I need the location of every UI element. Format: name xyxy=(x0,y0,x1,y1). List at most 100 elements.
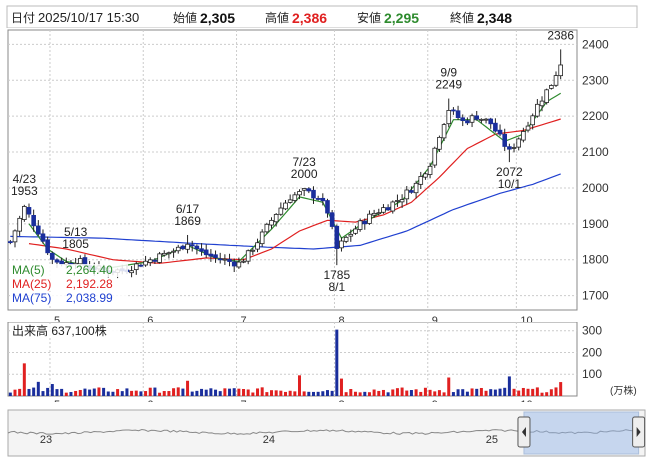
volume-bar xyxy=(288,390,292,396)
volume-bar xyxy=(148,387,152,396)
ma75-line xyxy=(10,173,561,250)
candle-body xyxy=(245,250,251,262)
volume-bar xyxy=(88,389,92,396)
candle-body xyxy=(530,115,535,126)
candle-body xyxy=(385,207,391,211)
plot-area xyxy=(7,29,578,311)
annotation-label: 9/9 xyxy=(440,66,457,80)
volume-bar xyxy=(228,388,232,396)
candle-body xyxy=(446,110,452,125)
candle-body xyxy=(8,241,13,244)
date-label: 日付 xyxy=(11,11,35,25)
candle-body xyxy=(479,118,484,121)
volume-bar xyxy=(442,392,446,396)
volume-bar xyxy=(55,389,59,396)
volume-bar xyxy=(470,388,474,396)
volume-bar xyxy=(456,389,460,396)
ma25-line xyxy=(28,118,561,264)
volume-bar xyxy=(358,392,362,396)
candle-body xyxy=(255,242,260,250)
candle-body xyxy=(465,120,470,124)
volume-bar xyxy=(260,387,264,396)
legend-bg xyxy=(10,264,128,277)
volume-bar xyxy=(507,376,511,396)
candle-body xyxy=(222,258,228,261)
legend-value: 2,192.28 xyxy=(66,277,113,291)
legend-bg xyxy=(10,278,128,291)
y-tick-label: 1700 xyxy=(582,289,609,303)
volume-bar xyxy=(83,388,87,396)
volume-bar xyxy=(493,389,497,396)
volume-bar xyxy=(512,388,516,396)
annotation-label: 2386 xyxy=(547,28,574,42)
volume-bar xyxy=(251,392,255,396)
close-label: 終値 xyxy=(450,10,474,25)
candle-body xyxy=(259,231,265,245)
candle-body xyxy=(474,115,480,120)
x-tick-label: 9 xyxy=(432,315,438,327)
volume-bar xyxy=(125,388,129,396)
volume-bar xyxy=(172,388,176,396)
candle-body xyxy=(423,173,428,178)
candle-body xyxy=(31,215,36,227)
volume-bar xyxy=(293,391,297,396)
candle-body xyxy=(231,261,237,267)
candle-body xyxy=(521,131,526,141)
volume-bar xyxy=(74,390,78,396)
volume-bar xyxy=(311,391,315,396)
volume-bar xyxy=(489,389,493,396)
y-tick-label: 2000 xyxy=(582,181,609,195)
volume-bar xyxy=(503,387,507,396)
volume-bar xyxy=(106,391,110,396)
candle-body xyxy=(133,263,139,271)
candle-body xyxy=(334,225,340,249)
candle-body xyxy=(45,239,50,254)
candle-body xyxy=(17,217,22,232)
candle-body xyxy=(59,260,64,265)
volume-bar xyxy=(307,391,311,396)
candle-body xyxy=(213,254,218,258)
candle-body xyxy=(199,248,204,252)
volume-bar xyxy=(223,388,227,396)
volume-bar xyxy=(391,389,395,396)
volume-bar xyxy=(162,391,166,396)
volume-bar xyxy=(270,390,274,396)
candle-body xyxy=(483,118,489,121)
volume-unit-label: (万株) xyxy=(610,384,637,397)
annotation-label: 2072 xyxy=(496,165,523,179)
candle-body xyxy=(292,194,298,201)
annotation-label: 8/1 xyxy=(328,280,345,294)
x-tick-label: 7 xyxy=(241,399,247,402)
navigator-window[interactable] xyxy=(523,411,640,455)
candle-body xyxy=(227,258,232,262)
volume-tick-label: 100 xyxy=(582,367,602,381)
volume-bar xyxy=(181,388,185,396)
volume-bar xyxy=(200,388,204,396)
candle-body xyxy=(166,252,172,255)
volume-bar xyxy=(134,390,138,396)
close-value: 2,348 xyxy=(477,10,512,26)
volume-bar xyxy=(517,390,521,396)
range-navigator[interactable]: 23 24 25 xyxy=(0,406,653,466)
candle-body xyxy=(306,188,312,192)
volume-bar xyxy=(274,390,278,396)
volume-label: 出来高 637,100株 xyxy=(12,323,107,338)
volume-bar xyxy=(246,389,250,396)
volume-bar xyxy=(120,391,124,396)
volume-bar xyxy=(349,388,353,396)
volume-bar xyxy=(325,390,329,396)
annotation-label: 7/23 xyxy=(292,155,316,169)
volume-label-bg xyxy=(10,324,118,337)
volume-bar xyxy=(381,389,385,396)
volume-bar xyxy=(204,389,208,396)
volume-bar xyxy=(256,388,260,396)
annotation-label: 1785 xyxy=(323,268,350,282)
volume-bar xyxy=(139,391,143,396)
candle-body xyxy=(40,233,46,242)
volume-bar xyxy=(423,387,427,396)
y-tick-label: 1900 xyxy=(582,217,609,231)
volume-bar xyxy=(400,387,404,396)
volume-bar xyxy=(36,381,40,396)
